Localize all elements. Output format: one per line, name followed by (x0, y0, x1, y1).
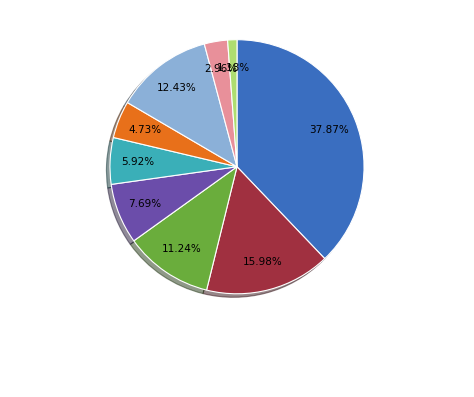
Wedge shape (207, 167, 325, 294)
Text: 12.43%: 12.43% (157, 83, 197, 93)
Text: 7.69%: 7.69% (128, 198, 162, 208)
Wedge shape (204, 40, 237, 167)
Wedge shape (110, 137, 237, 184)
Wedge shape (237, 40, 364, 258)
Wedge shape (111, 167, 237, 241)
Text: 5.92%: 5.92% (121, 157, 155, 167)
Text: 2.96%: 2.96% (204, 64, 237, 74)
Wedge shape (228, 40, 237, 167)
Wedge shape (113, 102, 237, 167)
Wedge shape (128, 44, 237, 167)
Wedge shape (134, 167, 237, 290)
Text: 11.24%: 11.24% (162, 244, 201, 254)
Text: 37.87%: 37.87% (309, 125, 349, 135)
Text: 4.73%: 4.73% (128, 125, 162, 135)
Text: 15.98%: 15.98% (243, 258, 283, 268)
Text: 1.18%: 1.18% (217, 63, 250, 73)
